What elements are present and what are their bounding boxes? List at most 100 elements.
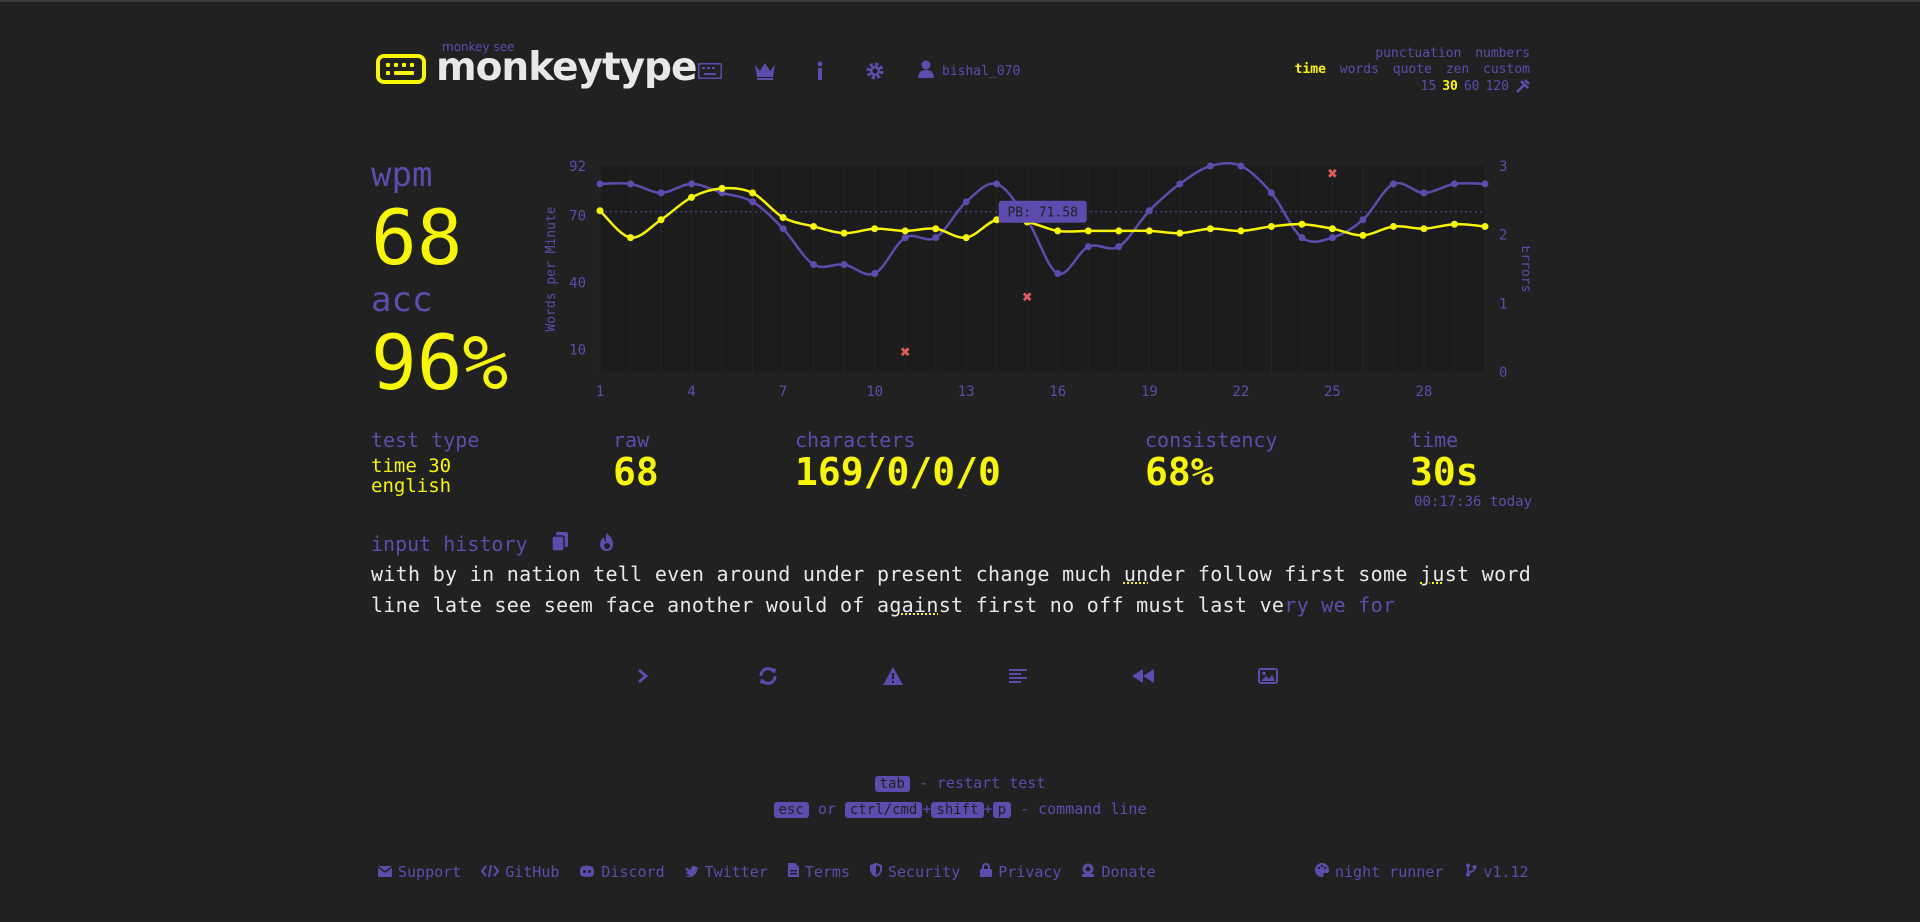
code-icon — [480, 863, 500, 881]
discord-icon — [579, 863, 595, 881]
x-tick-label: 13 — [958, 384, 975, 400]
mode-zen[interactable]: zen — [1445, 62, 1470, 77]
raw-point — [1389, 180, 1397, 188]
repeat-test-button[interactable] — [748, 656, 788, 696]
raw-point — [1328, 234, 1336, 242]
donate-icon — [1081, 863, 1095, 881]
mode-time[interactable]: time — [1294, 62, 1326, 77]
y-axis-label: Words per Minute — [544, 206, 559, 331]
wpm-label: wpm — [371, 155, 433, 195]
raw-point — [962, 198, 970, 206]
y2-tick-label: 1 — [1499, 296, 1507, 312]
crown-icon[interactable] — [752, 58, 778, 84]
wpm-point — [688, 193, 696, 201]
wpm-point — [993, 216, 1001, 224]
error-word: ain — [901, 593, 939, 617]
raw-point — [1054, 269, 1062, 277]
mode-words[interactable]: words — [1339, 62, 1379, 77]
keyboard-icon[interactable] — [697, 58, 723, 84]
duration-120[interactable]: 120 — [1485, 79, 1509, 94]
account-button[interactable]: bishal_070 — [918, 60, 1020, 82]
wpm-point — [1237, 227, 1245, 235]
replay-button[interactable] — [1123, 656, 1163, 696]
footer-support[interactable]: Support — [377, 863, 461, 881]
screenshot-button[interactable] — [1248, 656, 1288, 696]
raw-point — [1359, 216, 1367, 224]
raw-point — [1145, 207, 1153, 215]
raw-point — [1115, 243, 1123, 251]
footer-twitter[interactable]: Twitter — [684, 863, 768, 881]
raw-point — [1481, 180, 1489, 188]
y2-tick-label: 3 — [1499, 159, 1507, 175]
wpm-point — [1450, 220, 1458, 228]
mode-punctuation[interactable]: punctuation — [1375, 46, 1462, 61]
wpm-point — [749, 189, 757, 197]
raw-point — [627, 180, 635, 188]
wpm-point — [1420, 225, 1428, 233]
raw-point — [596, 180, 604, 188]
consistency-value: 68% — [1145, 450, 1214, 494]
acc-label: acc — [371, 280, 433, 320]
raw-value: 68 — [613, 450, 659, 494]
footer-terms[interactable]: Terms — [787, 863, 850, 881]
y-tick-label: 92 — [569, 159, 586, 175]
footer-github[interactable]: GitHub — [480, 863, 559, 881]
wpm-point — [901, 227, 909, 235]
wpm-point — [871, 225, 879, 233]
x-tick-label: 1 — [596, 384, 604, 400]
raw-point — [749, 198, 757, 206]
gear-icon[interactable] — [862, 58, 888, 84]
y2-tick-label: 2 — [1499, 228, 1507, 244]
history-line-2: line late see seem face another would of… — [371, 593, 1396, 617]
raw-point — [1298, 234, 1306, 242]
fire-icon[interactable] — [598, 532, 616, 556]
mode-quote[interactable]: quote — [1392, 62, 1432, 77]
footer-right: night runner v1.12 — [1315, 863, 1529, 881]
next-test-button[interactable] — [623, 656, 663, 696]
wpm-point — [810, 222, 818, 230]
wpm-point — [1145, 227, 1153, 235]
tab-key: tab — [874, 776, 910, 792]
wpm-point — [718, 184, 726, 192]
footer-donate[interactable]: Donate — [1081, 863, 1156, 881]
duration-15[interactable]: 15 — [1420, 79, 1437, 94]
logo-title[interactable]: monkeytype — [436, 45, 697, 90]
theme-button[interactable]: night runner — [1315, 863, 1443, 881]
footer-security[interactable]: Security — [870, 863, 960, 881]
acc-value: 96% — [371, 318, 509, 407]
mode-numbers[interactable]: numbers — [1475, 46, 1530, 61]
x-tick-label: 4 — [687, 384, 695, 400]
wpm-point — [1359, 231, 1367, 239]
practice-missed-button[interactable] — [873, 656, 913, 696]
wpm-point — [1267, 222, 1275, 230]
input-history-label: input history — [371, 532, 528, 556]
words-history-button[interactable] — [998, 656, 1038, 696]
y-tick-label: 10 — [569, 343, 586, 359]
mode-custom[interactable]: custom — [1483, 62, 1530, 77]
wrench-icon[interactable] — [1515, 79, 1530, 94]
raw-point — [810, 261, 818, 269]
wpm-point — [1389, 222, 1397, 230]
info-icon[interactable] — [807, 58, 833, 84]
wpm-point — [1084, 227, 1092, 235]
y2-tick-label: 0 — [1499, 365, 1507, 381]
history-line-1: with by in nation tell even around under… — [371, 562, 1532, 586]
raw-point — [932, 234, 940, 242]
test-type-label: test type — [371, 428, 480, 452]
mode-duration-row: 15 30 60 120 — [1415, 79, 1530, 94]
wpm-chart[interactable]: 10 40 70 92 0 1 2 3 1 4 7 10 13 16 19 22 25 28 Words per M… — [530, 150, 1530, 400]
copy-icon[interactable] — [551, 532, 569, 556]
footer-privacy[interactable]: Privacy — [980, 863, 1061, 881]
wpm-point — [596, 207, 604, 215]
timestamp: 00:17:36 today — [1414, 494, 1533, 510]
wpm-point — [1176, 229, 1184, 237]
lock-icon — [980, 863, 993, 881]
wpm-point — [779, 214, 787, 221]
characters-value: 169/0/0/0 — [795, 450, 1001, 494]
footer-discord[interactable]: Discord — [579, 863, 665, 881]
duration-30[interactable]: 30 — [1442, 79, 1458, 94]
logo-icon[interactable] — [376, 54, 426, 84]
duration-60[interactable]: 60 — [1463, 79, 1480, 94]
version-button[interactable]: v1.12 — [1465, 863, 1529, 881]
esc-key: esc — [773, 802, 809, 818]
